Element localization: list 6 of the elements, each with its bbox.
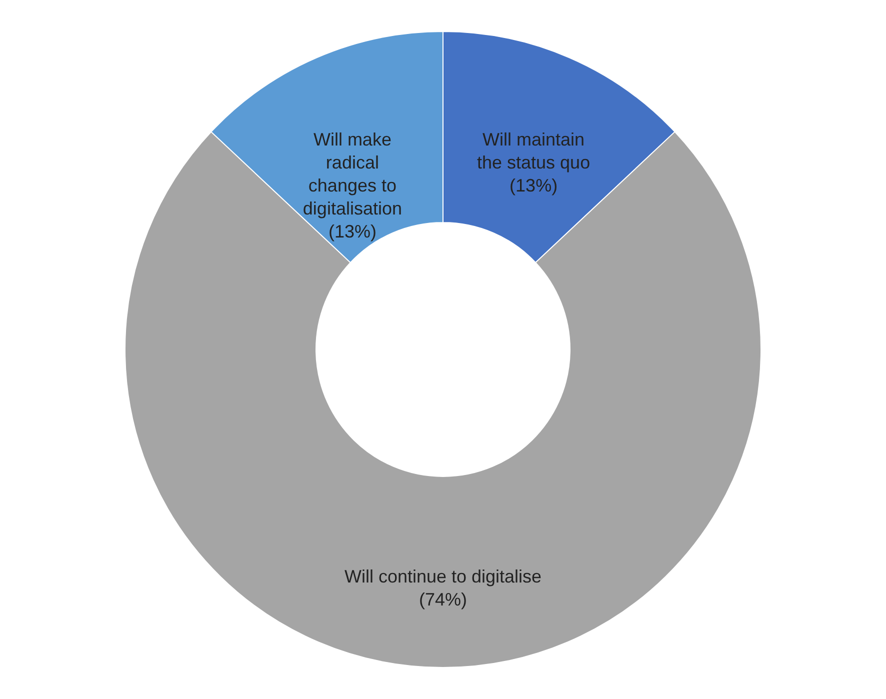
slice-label: Will continue to digitalise	[344, 566, 542, 586]
data-label: (13%)	[510, 175, 558, 196]
data-label: (74%)	[418, 590, 468, 610]
slice-label: Will maintain the status quo	[477, 129, 590, 172]
slice-label: Will make radical changes to digitalisation	[302, 129, 402, 218]
data-label: (13%)	[328, 221, 376, 242]
